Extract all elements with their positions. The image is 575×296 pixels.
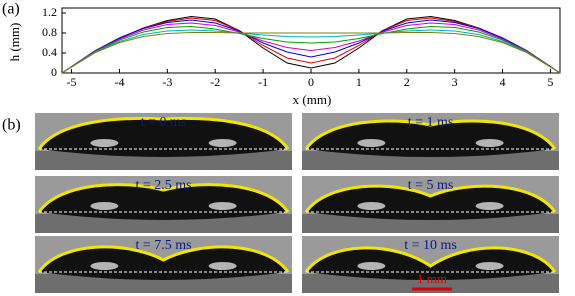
frame-time-label: t = 1 ms	[408, 115, 454, 130]
x-axis-label: x (mm)	[293, 92, 332, 107]
droplet-outline	[304, 119, 557, 150]
droplet-outline	[37, 183, 290, 213]
reflection	[475, 139, 504, 147]
reflection	[475, 262, 504, 270]
photo-frame: t = 1 ms	[302, 113, 559, 170]
substrate	[302, 214, 559, 233]
reflection	[357, 139, 386, 147]
x-tick-label: -1	[258, 75, 268, 89]
x-tick-label: -4	[114, 75, 124, 89]
y-tick-label: 1.2	[42, 5, 57, 19]
reflection	[357, 262, 386, 270]
substrate	[35, 274, 292, 293]
frame-time-label: t = 7.5 ms	[135, 238, 191, 253]
profile-line	[61, 17, 561, 74]
reflection	[208, 139, 237, 147]
photo-frame: t = 2.5 ms	[35, 176, 292, 233]
droplet	[39, 118, 288, 157]
profile-line	[61, 32, 561, 74]
photo-frame: t = 7.5 ms	[35, 236, 292, 293]
frame-time-label: t = 2.5 ms	[135, 178, 191, 193]
substrate	[302, 151, 559, 170]
x-tick-label: -2	[210, 75, 220, 89]
x-tick-label: -3	[162, 75, 172, 89]
substrate	[302, 274, 559, 293]
profile-line	[61, 25, 561, 74]
y-axis-label: h (mm)	[7, 23, 22, 62]
droplet-outline	[304, 246, 557, 273]
reflection	[208, 262, 237, 270]
x-tick-label: -5	[67, 75, 77, 89]
x-tick-label: 0	[308, 75, 314, 89]
profile-line	[61, 15, 561, 74]
y-tick-label: 0.8	[42, 25, 57, 39]
x-tick-label: 5	[547, 75, 553, 89]
panel-label: (a)	[2, 1, 20, 18]
frame-time-label: t = 0 ms	[141, 115, 187, 130]
droplet	[306, 120, 555, 157]
photo-frame: t = 0 ms	[35, 113, 292, 170]
droplet-outline	[304, 184, 557, 213]
reflection	[90, 202, 119, 210]
droplet	[39, 184, 288, 220]
x-tick-label: 3	[452, 75, 458, 89]
y-tick-label: 0	[51, 65, 57, 79]
reflection	[90, 262, 119, 270]
droplet-outline	[37, 245, 290, 273]
x-tick-label: 1	[356, 75, 362, 89]
substrate	[35, 151, 292, 170]
reflection	[90, 139, 119, 147]
x-tick-label: 2	[404, 75, 410, 89]
substrate	[35, 214, 292, 233]
frame-time-label: t = 10 ms	[404, 238, 457, 253]
reflection	[475, 202, 504, 210]
droplet-outline	[37, 116, 290, 150]
profile-line	[61, 29, 561, 74]
frame-time-label: t = 5 ms	[408, 178, 454, 193]
y-tick-label: 0.4	[42, 45, 57, 59]
scale-bar-label: 1 mm	[417, 271, 447, 286]
photo-frame: t = 5 ms	[302, 176, 559, 233]
profile-line	[61, 19, 561, 74]
reflection	[208, 202, 237, 210]
reflection	[357, 202, 386, 210]
panel-label: (b)	[2, 117, 21, 134]
profile-line	[61, 22, 561, 74]
x-tick-label: 4	[500, 75, 506, 89]
photo-frame: t = 10 ms	[302, 236, 559, 293]
